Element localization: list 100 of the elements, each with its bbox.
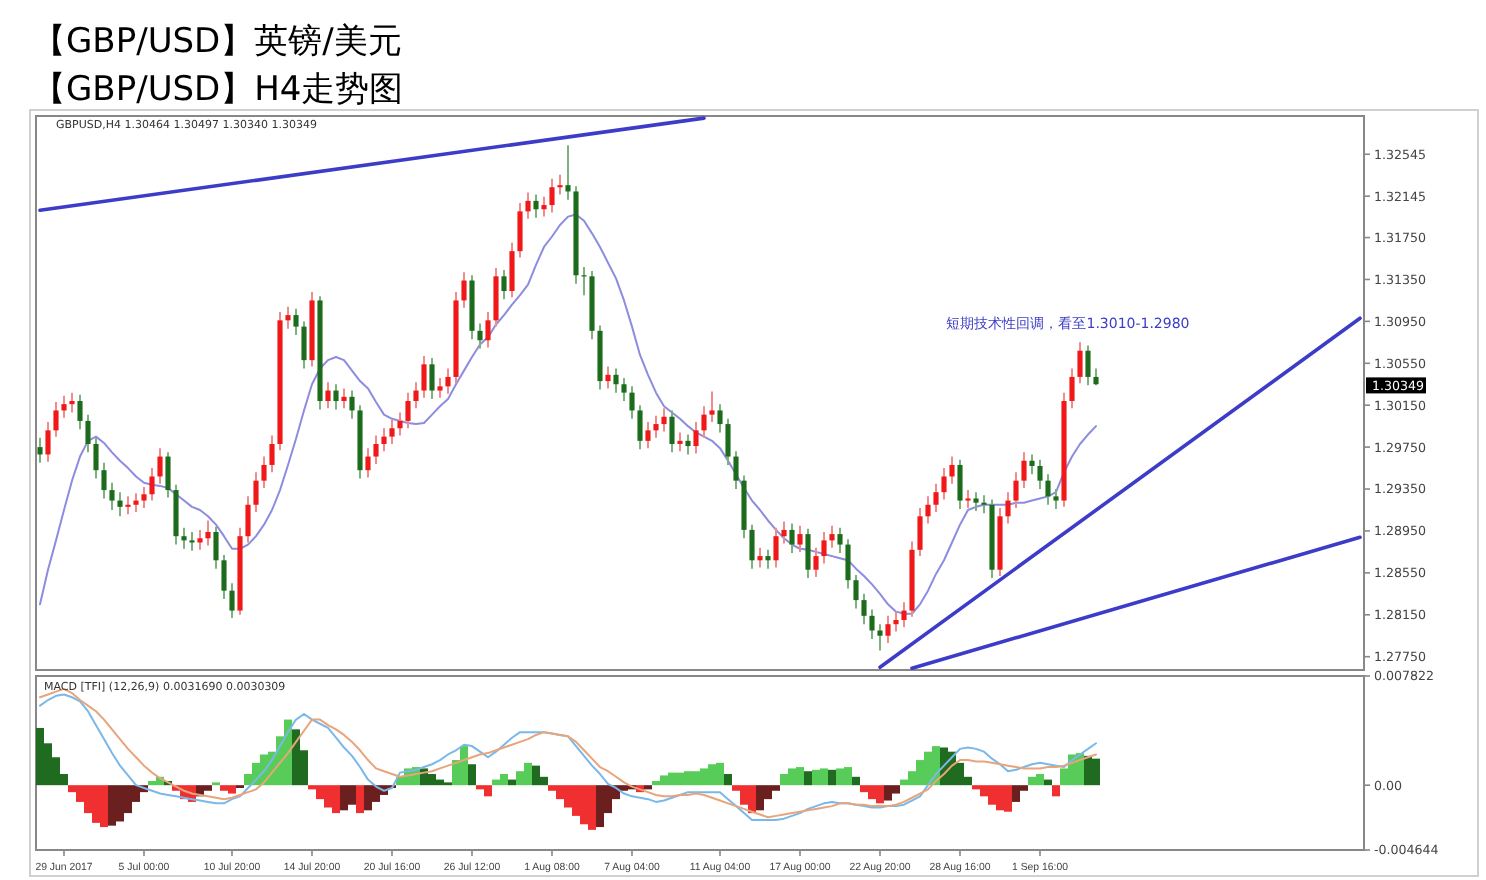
candlestick: [877, 623, 883, 652]
bar: [988, 785, 996, 805]
bar: [788, 768, 796, 786]
candlestick: [301, 320, 307, 370]
candlestick: [621, 376, 627, 403]
bar: [1092, 758, 1100, 786]
bar: [556, 785, 564, 800]
bar: [564, 785, 572, 808]
candlestick: [533, 193, 539, 219]
candlestick: [141, 485, 147, 509]
candlestick: [557, 173, 563, 196]
bar: [836, 768, 844, 786]
bar: [340, 785, 348, 811]
bar: [428, 774, 436, 786]
bar: [116, 785, 124, 822]
candlestick: [629, 385, 635, 420]
candlestick: [1021, 451, 1027, 489]
candlestick: [85, 413, 91, 454]
bar: [868, 785, 876, 800]
candlestick: [341, 387, 347, 410]
candlestick: [829, 524, 835, 549]
candlestick: [437, 376, 443, 399]
candlestick: [525, 191, 531, 220]
bar: [892, 785, 900, 794]
bar: [316, 785, 324, 800]
candlestick: [693, 420, 699, 455]
bar: [356, 785, 364, 814]
bar: [844, 767, 852, 786]
candlestick: [773, 526, 779, 569]
candlestick: [757, 546, 763, 569]
candlestick: [869, 608, 875, 640]
candlestick: [333, 383, 339, 411]
bar: [1052, 785, 1060, 797]
bar: [1084, 755, 1092, 786]
candlestick: [477, 322, 483, 350]
candlestick: [1053, 488, 1059, 510]
candlestick: [685, 433, 691, 456]
bar: [484, 785, 492, 797]
bar: [1004, 785, 1012, 812]
bar: [92, 785, 100, 823]
candlestick: [101, 461, 107, 500]
candlestick: [1045, 473, 1051, 506]
bar: [980, 785, 988, 797]
bar: [660, 775, 668, 786]
candlestick: [53, 401, 59, 438]
bar: [108, 785, 116, 826]
candlestick: [517, 201, 523, 259]
bar: [852, 776, 860, 786]
candlestick: [269, 434, 275, 474]
chart-title: 【GBP/USD】英镑/美元: [32, 22, 402, 62]
candlestick: [1005, 491, 1011, 525]
bar: [700, 768, 708, 786]
candlestick: [725, 417, 731, 466]
candlestick: [1013, 471, 1019, 509]
candlestick: [1077, 341, 1083, 385]
candlestick: [445, 367, 451, 395]
bar: [364, 785, 372, 811]
candlestick: [933, 482, 939, 514]
candlestick: [917, 506, 923, 558]
candlestick: [109, 481, 115, 511]
candlestick: [661, 407, 667, 433]
candlestick: [285, 305, 291, 330]
bar: [780, 774, 788, 786]
candlestick: [853, 573, 859, 610]
candlestick: [565, 144, 571, 201]
candlestick: [229, 582, 235, 619]
candlestick: [93, 436, 99, 480]
bar: [716, 762, 724, 786]
candlestick: [717, 403, 723, 434]
candlestick: [1037, 458, 1043, 491]
candlestick: [677, 431, 683, 453]
candlestick: [461, 271, 467, 309]
candlestick: [749, 523, 755, 570]
bar: [500, 774, 508, 786]
candlestick: [117, 491, 123, 518]
candlestick: [253, 471, 259, 514]
candlestick: [941, 467, 947, 501]
bar: [588, 785, 596, 830]
candlestick: [61, 394, 67, 419]
candlestick: [581, 265, 587, 297]
candlestick: [957, 458, 963, 510]
bar: [804, 771, 812, 786]
bar: [292, 729, 300, 786]
candlestick: [765, 548, 771, 570]
bar: [796, 767, 804, 786]
bar: [756, 785, 764, 811]
candlestick: [781, 520, 787, 545]
bar: [924, 751, 932, 786]
candlestick: [133, 492, 139, 514]
candlestick: [893, 610, 899, 633]
candlestick: [261, 455, 267, 489]
bar: [228, 785, 236, 794]
bar: [860, 785, 868, 793]
candlestick: [421, 354, 427, 399]
bar: [748, 785, 756, 814]
candlestick: [1085, 344, 1091, 387]
bar: [548, 785, 556, 791]
candlestick: [789, 522, 795, 554]
candlestick: [541, 195, 547, 218]
candlestick: [701, 405, 707, 439]
